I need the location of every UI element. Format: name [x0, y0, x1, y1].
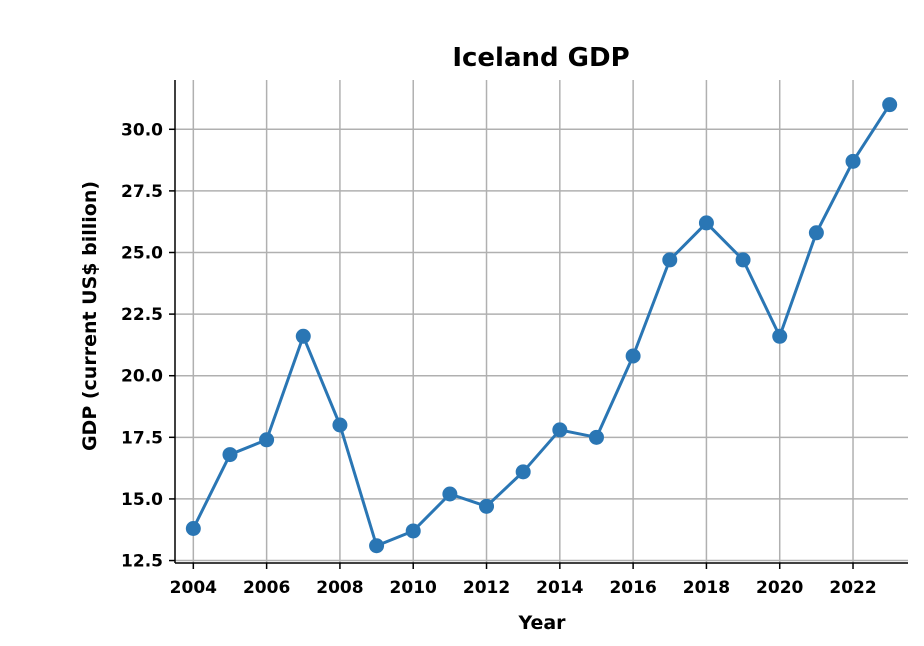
series	[185, 97, 898, 554]
grid	[175, 80, 908, 563]
data-point	[662, 252, 678, 268]
x-tick-label: 2004	[170, 578, 217, 598]
data-point	[882, 97, 898, 113]
data-point	[698, 215, 714, 231]
x-tick-label: 2014	[536, 578, 583, 598]
y-tick-label: 12.5	[121, 552, 163, 572]
x-tick-label: 2016	[609, 578, 656, 598]
data-point	[222, 447, 238, 463]
data-point	[808, 225, 824, 241]
y-tick-label: 20.0	[121, 367, 163, 387]
y-ticks: 12.5 15.0 17.5 20.0 22.5 25.0 27.5 30.0	[121, 120, 175, 572]
y-tick-label: 15.0	[121, 490, 163, 510]
data-point	[625, 348, 641, 364]
axes	[174, 80, 908, 564]
data-point	[405, 523, 421, 539]
data-point	[259, 432, 275, 448]
x-tick-label: 2020	[756, 578, 803, 598]
series-line	[191, 103, 891, 548]
x-tick-label: 2018	[683, 578, 730, 598]
data-point	[185, 521, 201, 536]
x-tick-label: 2010	[390, 578, 437, 598]
y-tick-label: 30.0	[121, 120, 163, 140]
data-point	[772, 328, 788, 344]
data-point	[845, 153, 861, 169]
data-point	[369, 538, 385, 554]
data-point	[552, 422, 568, 438]
x-axis-label: Year	[517, 612, 566, 634]
y-tick-label: 17.5	[121, 428, 163, 448]
data-point	[332, 417, 348, 433]
y-tick-label: 25.0	[121, 244, 163, 264]
x-tick-label: 2006	[243, 578, 290, 598]
data-point	[735, 252, 751, 268]
data-point	[588, 429, 604, 445]
x-tick-label: 2022	[829, 578, 876, 598]
data-point	[295, 328, 311, 344]
x-tick-label: 2012	[463, 578, 510, 598]
y-tick-label: 27.5	[121, 182, 163, 202]
y-tick-label: 22.5	[121, 305, 163, 325]
data-point	[515, 464, 531, 480]
data-point	[479, 498, 495, 514]
y-axis-label: GDP (current US$ billion)	[79, 181, 101, 451]
chart-title: Iceland GDP	[452, 43, 629, 73]
x-ticks: 2004 2006 2008 2010 2012 2014 2016 2018 2020 2022	[170, 563, 877, 598]
x-tick-label: 2008	[316, 578, 363, 598]
data-point	[442, 486, 458, 502]
